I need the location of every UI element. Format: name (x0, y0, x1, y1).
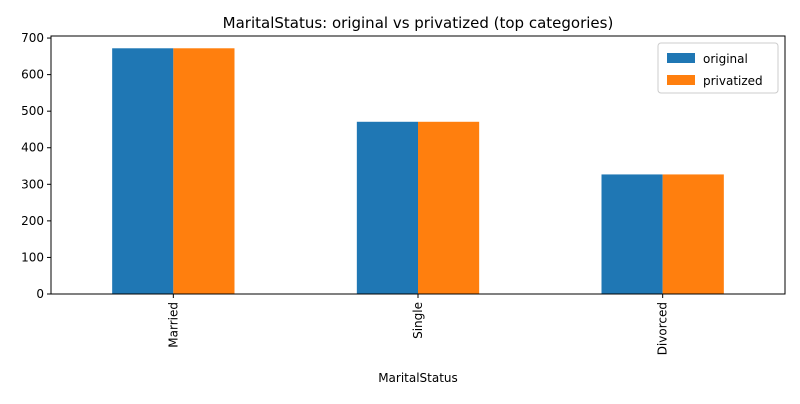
bar-privatized-married (173, 48, 235, 295)
chart-title: MaritalStatus: original vs privatized (t… (223, 14, 614, 32)
x-axis-label: MaritalStatus (378, 371, 458, 385)
x-axis: Married Single Divorced (166, 294, 670, 355)
legend-swatch-privatized (667, 75, 695, 85)
y-tick-label: 600 (21, 68, 44, 82)
legend: original privatized (657, 42, 779, 94)
y-tick-label: 400 (21, 141, 44, 155)
bar-original-divorced (601, 174, 663, 294)
bar-original-single (356, 121, 418, 294)
y-tick-label: 200 (21, 214, 44, 228)
y-tick-label: 100 (21, 250, 44, 264)
y-tick-label: 500 (21, 104, 44, 118)
y-tick-label: 700 (21, 31, 44, 45)
legend-swatch-original (667, 53, 695, 63)
x-tick-label-divorced: Divorced (656, 302, 670, 355)
x-tick-label-single: Single (411, 302, 425, 339)
x-tick-label-married: Married (166, 302, 180, 348)
legend-label-privatized: privatized (703, 74, 763, 88)
bar-original-married (112, 48, 174, 295)
y-tick-label: 300 (21, 177, 44, 191)
y-axis: 0 100 200 300 400 500 600 700 (21, 31, 51, 301)
y-tick-label: 0 (36, 287, 44, 301)
bars-group (112, 48, 724, 295)
bar-privatized-single (418, 121, 480, 294)
bar-privatized-divorced (662, 174, 724, 294)
legend-label-original: original (703, 52, 748, 66)
